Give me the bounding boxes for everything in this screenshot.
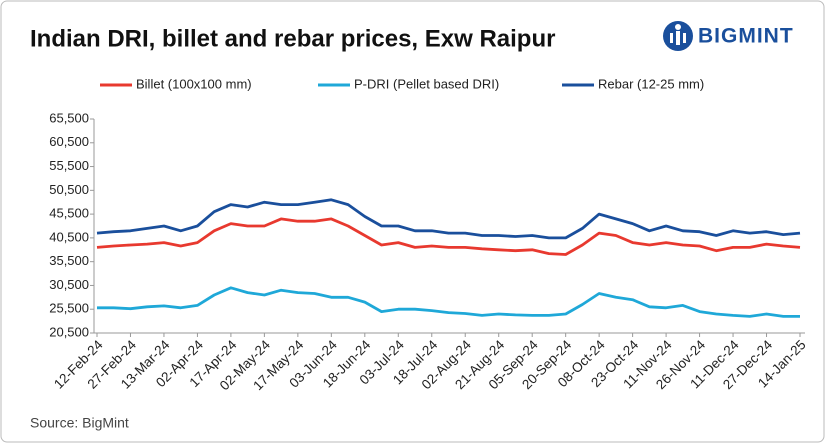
legend-label: P-DRI (Pellet based DRI): [354, 76, 499, 91]
y-tick-label: 20,500: [49, 324, 89, 339]
y-tick-label: 25,500: [49, 301, 89, 316]
series-line: [96, 198, 801, 240]
y-tick-label: 50,500: [49, 182, 89, 197]
y-tick-label: 35,500: [49, 253, 89, 268]
legend-label: Rebar (12-25 mm): [598, 76, 704, 91]
series-line: [97, 286, 800, 318]
y-tick-label: 40,500: [49, 229, 89, 244]
logo-icon: [663, 21, 693, 51]
y-tick-label: 60,500: [49, 134, 89, 149]
legend-label: Billet (100x100 mm): [136, 76, 252, 91]
chart-title: Indian DRI, billet and rebar prices, Exw…: [30, 25, 555, 52]
y-tick-label: 30,500: [49, 277, 89, 292]
y-tick-label: 55,500: [49, 158, 89, 173]
logo-text: BIGMINT: [698, 25, 794, 48]
series-line: [96, 217, 801, 256]
source: Source: BigMint: [30, 415, 129, 431]
y-tick-label: 45,500: [49, 206, 89, 221]
y-tick-label: 65,500: [49, 110, 89, 125]
